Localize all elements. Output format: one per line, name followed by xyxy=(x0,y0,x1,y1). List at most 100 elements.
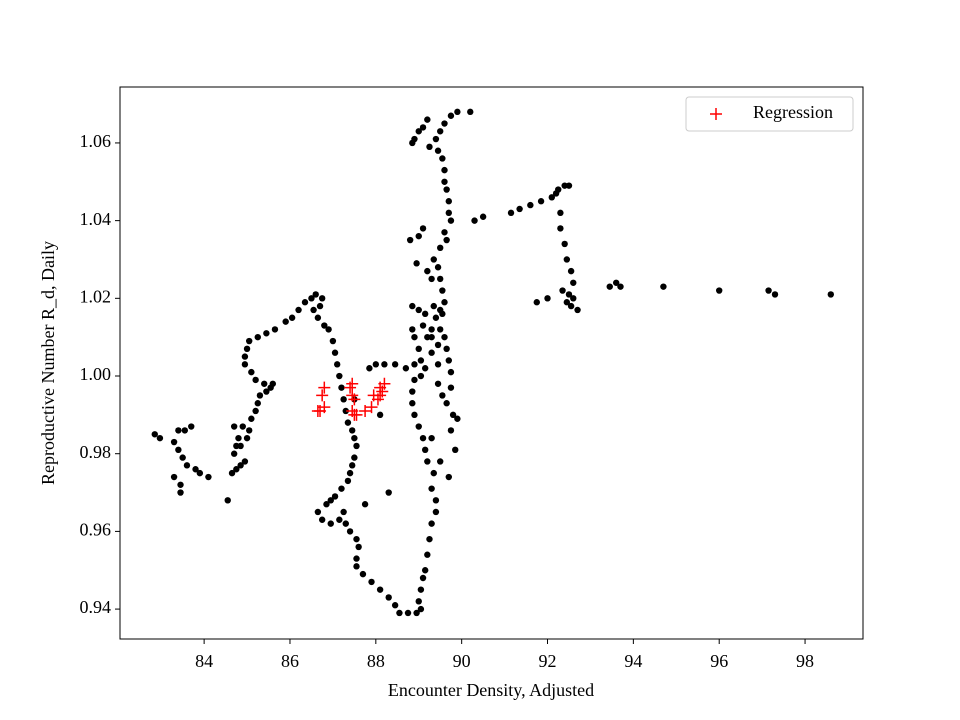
y-tick-label: 1.06 xyxy=(80,131,112,151)
point xyxy=(318,516,326,523)
point xyxy=(479,213,487,220)
point xyxy=(359,570,367,578)
point xyxy=(409,326,416,333)
point xyxy=(396,609,403,617)
point xyxy=(567,302,575,310)
point xyxy=(245,427,253,434)
point xyxy=(565,291,573,298)
y-axis-label: Reproductive Number R_d, Daily xyxy=(38,241,58,485)
point xyxy=(439,155,446,162)
point xyxy=(411,376,418,384)
point xyxy=(269,380,277,387)
point xyxy=(263,388,270,395)
point xyxy=(437,306,444,314)
point xyxy=(314,508,322,516)
point xyxy=(350,408,363,421)
point xyxy=(437,244,444,252)
point xyxy=(365,401,378,414)
point xyxy=(288,314,296,321)
point xyxy=(391,361,399,368)
point xyxy=(612,279,620,286)
point xyxy=(434,341,442,349)
point xyxy=(245,337,253,345)
point xyxy=(170,473,178,481)
point xyxy=(426,143,433,151)
point xyxy=(177,481,184,488)
point xyxy=(151,431,158,438)
point xyxy=(404,609,412,617)
point xyxy=(432,135,440,143)
point xyxy=(301,299,309,306)
point xyxy=(349,427,356,434)
point xyxy=(368,578,375,586)
point xyxy=(428,349,435,356)
point xyxy=(430,302,437,310)
x-tick-label: 90 xyxy=(453,651,471,671)
point xyxy=(415,232,422,240)
y-tick-label: 0.96 xyxy=(80,520,112,540)
point xyxy=(271,326,279,333)
point xyxy=(409,139,416,147)
point xyxy=(419,574,427,582)
point xyxy=(548,194,556,201)
point xyxy=(557,209,564,217)
point xyxy=(567,267,575,275)
point xyxy=(437,128,444,135)
x-tick-label: 98 xyxy=(796,651,814,671)
point xyxy=(411,411,418,419)
point xyxy=(318,295,326,302)
point xyxy=(432,508,440,516)
point xyxy=(428,275,435,283)
point xyxy=(417,357,425,364)
point xyxy=(424,458,431,465)
point xyxy=(385,594,392,601)
point xyxy=(361,501,369,508)
point xyxy=(563,256,571,263)
point xyxy=(434,361,442,368)
point xyxy=(243,345,251,353)
point xyxy=(417,372,425,380)
point xyxy=(237,442,244,450)
point xyxy=(432,497,440,504)
point xyxy=(376,586,384,593)
point xyxy=(353,535,360,543)
point xyxy=(419,225,427,232)
point xyxy=(419,434,427,442)
point xyxy=(563,299,571,306)
point xyxy=(424,551,431,558)
point xyxy=(310,306,317,314)
point xyxy=(331,493,339,500)
point xyxy=(437,275,444,283)
point xyxy=(391,602,399,609)
point xyxy=(419,124,427,131)
point xyxy=(192,466,199,473)
point xyxy=(552,190,560,197)
point xyxy=(376,411,384,419)
point xyxy=(437,458,444,465)
point xyxy=(241,458,249,465)
point xyxy=(346,528,354,535)
point xyxy=(346,469,354,477)
point xyxy=(443,186,450,193)
point xyxy=(235,434,242,442)
point xyxy=(230,450,238,457)
point xyxy=(381,361,388,368)
point xyxy=(424,267,431,275)
point xyxy=(336,372,343,380)
point xyxy=(340,508,347,516)
x-tick-label: 94 xyxy=(624,651,642,671)
point xyxy=(441,229,448,236)
point xyxy=(570,279,577,286)
point xyxy=(449,411,457,419)
point xyxy=(409,302,416,310)
point xyxy=(353,555,360,562)
point xyxy=(413,609,420,617)
point xyxy=(660,283,667,290)
point xyxy=(415,306,422,314)
point xyxy=(574,306,581,314)
point xyxy=(177,489,184,496)
point xyxy=(445,357,452,364)
point xyxy=(415,423,422,430)
y-tick-label: 1.04 xyxy=(80,209,112,229)
point xyxy=(428,434,435,442)
